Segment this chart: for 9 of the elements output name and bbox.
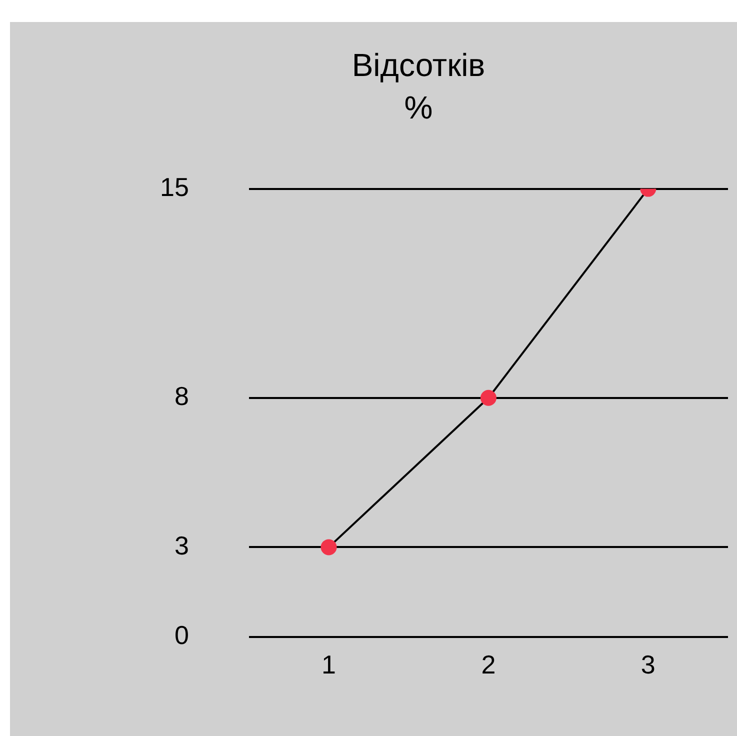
y-tick-label: 3	[174, 530, 189, 560]
x-tick-label: 3	[640, 650, 656, 680]
chart-title: Відсотків	[352, 47, 486, 84]
x-tick-label: 1	[322, 650, 336, 680]
chart-subtitle: %	[404, 89, 433, 126]
y-tick-label: 15	[160, 172, 189, 202]
y-tick-label: 0	[174, 620, 189, 650]
x-tick-label: 2	[481, 650, 496, 680]
y-tick-label: 8	[174, 381, 189, 412]
